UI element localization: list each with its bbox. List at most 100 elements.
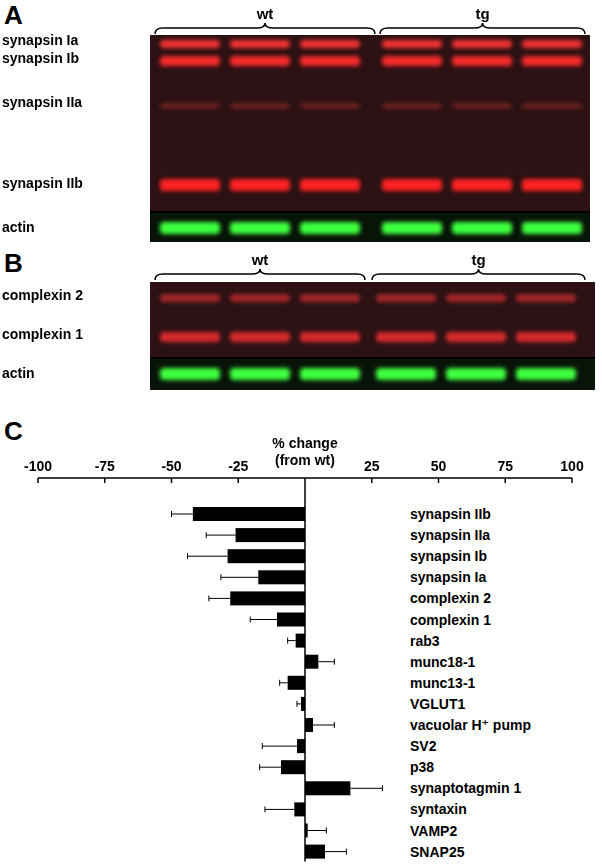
bar	[193, 507, 305, 521]
error-bar	[262, 746, 297, 747]
blot	[150, 23, 590, 242]
group-label: wt	[256, 5, 274, 22]
x-tick-label: 50	[431, 458, 447, 474]
x-tick	[104, 478, 106, 483]
band	[300, 332, 360, 342]
band	[160, 40, 220, 48]
band	[382, 56, 442, 66]
category-label: vacuolar H⁺ pump	[410, 717, 531, 733]
panel-label: C	[4, 416, 23, 446]
bar	[305, 718, 313, 732]
bar	[277, 613, 305, 627]
band	[522, 222, 582, 234]
group-label: tg	[475, 5, 489, 22]
category-label: synapsin IIb	[410, 506, 491, 522]
error-cap	[208, 595, 209, 601]
band	[300, 40, 360, 48]
row-label: actin	[2, 219, 35, 235]
error-bar	[221, 577, 258, 578]
band	[522, 40, 582, 48]
error-cap	[264, 806, 265, 812]
bar	[296, 634, 305, 648]
error-bar	[350, 788, 382, 789]
band	[160, 56, 220, 66]
bar	[305, 655, 318, 669]
error-bar	[318, 661, 334, 662]
x-tick-label: -25	[228, 458, 248, 474]
band	[230, 40, 290, 48]
row-label: actin	[2, 365, 35, 381]
band	[300, 222, 360, 234]
error-cap	[171, 511, 172, 517]
group-brace	[380, 23, 585, 34]
band	[522, 104, 582, 109]
band	[230, 56, 290, 66]
error-bar	[280, 682, 288, 683]
band	[516, 294, 576, 302]
error-cap	[287, 638, 288, 644]
band	[300, 294, 360, 302]
bar	[281, 760, 305, 774]
band	[230, 104, 290, 109]
x-tick-label: 100	[560, 458, 584, 474]
category-label: VGLUT1	[410, 696, 465, 712]
error-bar	[265, 809, 294, 810]
error-cap	[334, 722, 335, 728]
row-label: synapsin Ia	[2, 32, 78, 48]
x-axis-title: % change(from wt)	[272, 435, 338, 468]
band	[516, 332, 576, 342]
band	[160, 222, 220, 234]
error-bar	[297, 703, 301, 704]
category-label: munc18-1	[410, 654, 476, 670]
category-label: SNAP25	[410, 844, 465, 860]
band	[452, 40, 512, 48]
error-bar	[209, 598, 230, 599]
band	[160, 179, 220, 191]
band	[230, 332, 290, 342]
error-cap	[250, 617, 251, 623]
band	[230, 222, 290, 234]
x-tick	[505, 478, 507, 483]
group-label: wt	[251, 251, 269, 268]
category-label: munc13-1	[410, 675, 476, 691]
band	[300, 368, 360, 380]
panel-label: B	[4, 248, 23, 278]
row-label: complexin 1	[2, 326, 83, 342]
group-brace	[372, 269, 585, 280]
band	[382, 222, 442, 234]
category-label: complexin 1	[410, 612, 491, 628]
category-label: syntaxin	[410, 801, 467, 817]
band	[300, 104, 360, 109]
group-brace	[155, 269, 365, 280]
blot-divider	[150, 211, 590, 213]
band	[160, 104, 220, 109]
error-bar	[172, 514, 193, 515]
bands	[160, 40, 582, 234]
band	[446, 368, 506, 380]
band	[376, 332, 436, 342]
band	[382, 179, 442, 191]
error-cap	[262, 743, 263, 749]
panel-label: A	[4, 0, 23, 30]
band	[160, 294, 220, 302]
blot-background	[150, 35, 590, 212]
bar	[305, 824, 308, 838]
x-tick	[371, 478, 373, 483]
error-bar	[308, 830, 327, 831]
band	[446, 294, 506, 302]
x-tick-label: -100	[24, 458, 52, 474]
blot-background	[150, 358, 595, 390]
band	[300, 56, 360, 66]
error-cap	[187, 553, 188, 559]
row-label: synapsin IIb	[2, 175, 83, 191]
band	[452, 104, 512, 109]
category-label: synaptotagmin 1	[410, 780, 521, 796]
band	[160, 332, 220, 342]
x-tick	[238, 478, 240, 483]
bar	[288, 676, 305, 690]
error-bar	[260, 767, 281, 768]
band	[230, 368, 290, 380]
row-label: complexin 2	[2, 287, 83, 303]
bar	[305, 781, 350, 795]
band	[522, 179, 582, 191]
